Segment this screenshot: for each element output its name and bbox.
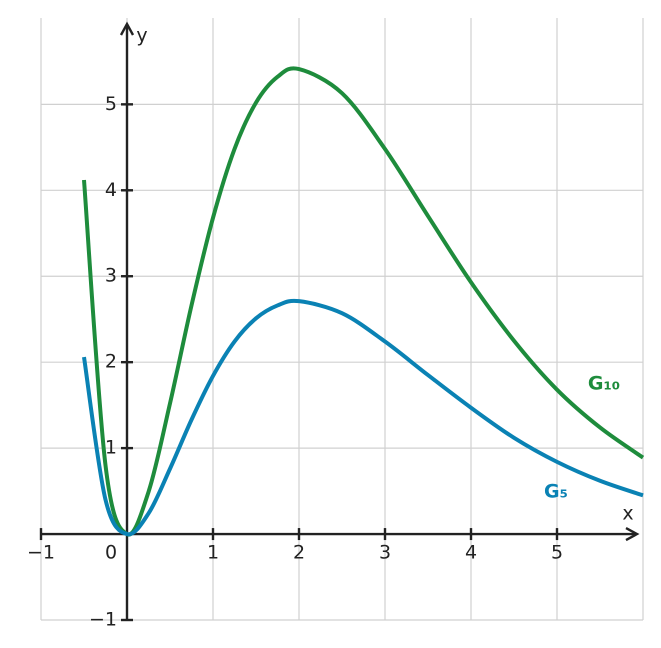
y-tick-label: 1 — [105, 437, 117, 459]
x-tick-label: 4 — [465, 542, 477, 564]
y-arrow — [119, 21, 135, 36]
x-tick-label: 0 — [105, 542, 117, 564]
y-tick-label: 4 — [105, 179, 117, 201]
x-axis-label: x — [622, 503, 633, 525]
y-tick-label: −1 — [89, 609, 117, 631]
y-tick-label: 2 — [105, 351, 117, 373]
x-tick-label: −1 — [27, 542, 55, 564]
curve-label: G₁₀ — [588, 373, 620, 395]
x-tick-label: 3 — [379, 542, 391, 564]
y-tick-label: 5 — [105, 93, 117, 115]
x-arrow — [625, 527, 640, 542]
x-tick-label: 2 — [293, 542, 305, 564]
curve — [82, 298, 644, 537]
x-tick-label: 5 — [551, 542, 563, 564]
y-tick-label: 3 — [105, 265, 117, 287]
y-axis-label: y — [136, 25, 147, 47]
x-tick-label: 1 — [207, 542, 219, 564]
curve — [82, 66, 645, 537]
curve-label: G₅ — [544, 481, 568, 503]
